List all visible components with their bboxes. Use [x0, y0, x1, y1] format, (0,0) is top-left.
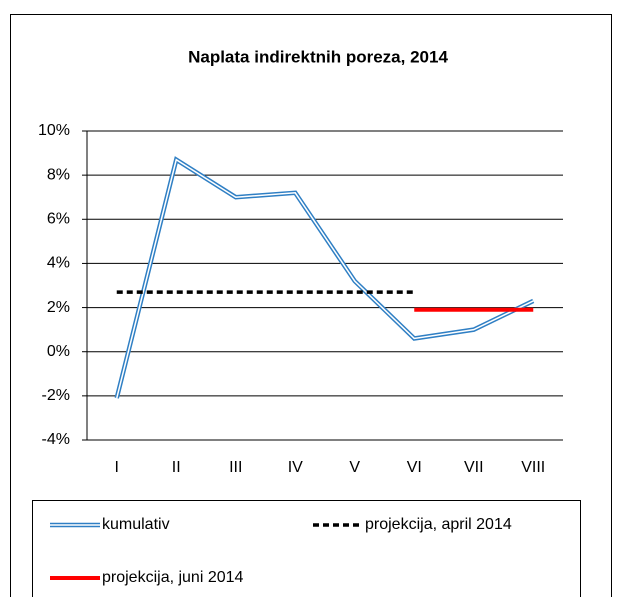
y-tick-label: 6% [47, 211, 70, 228]
x-tick-label: III [229, 459, 242, 476]
y-tick-label: 4% [47, 255, 70, 272]
x-tick-label: VI [407, 459, 422, 476]
x-tick-label: VIII [521, 459, 545, 476]
y-tick-label: -2% [42, 387, 70, 404]
x-tick-label: IV [288, 459, 303, 476]
x-tick-label: II [172, 459, 181, 476]
y-tick-label: 2% [47, 299, 70, 316]
y-tick-label: 8% [47, 166, 70, 183]
x-tick-label: I [115, 459, 119, 476]
y-tick-label: 0% [47, 343, 70, 360]
x-tick-label: VII [464, 459, 484, 476]
legend-box [32, 500, 581, 602]
x-tick-label: V [349, 459, 360, 476]
legend-label: kumulativ [102, 516, 170, 533]
legend-label: projekcija, juni 2014 [102, 569, 244, 586]
y-tick-label: -4% [42, 431, 70, 448]
chart-title: Naplata indirektnih poreza, 2014 [188, 47, 448, 66]
series-line-inner [116, 158, 534, 399]
y-tick-label: 10% [38, 122, 70, 139]
legend-label: projekcija, april 2014 [365, 516, 512, 533]
